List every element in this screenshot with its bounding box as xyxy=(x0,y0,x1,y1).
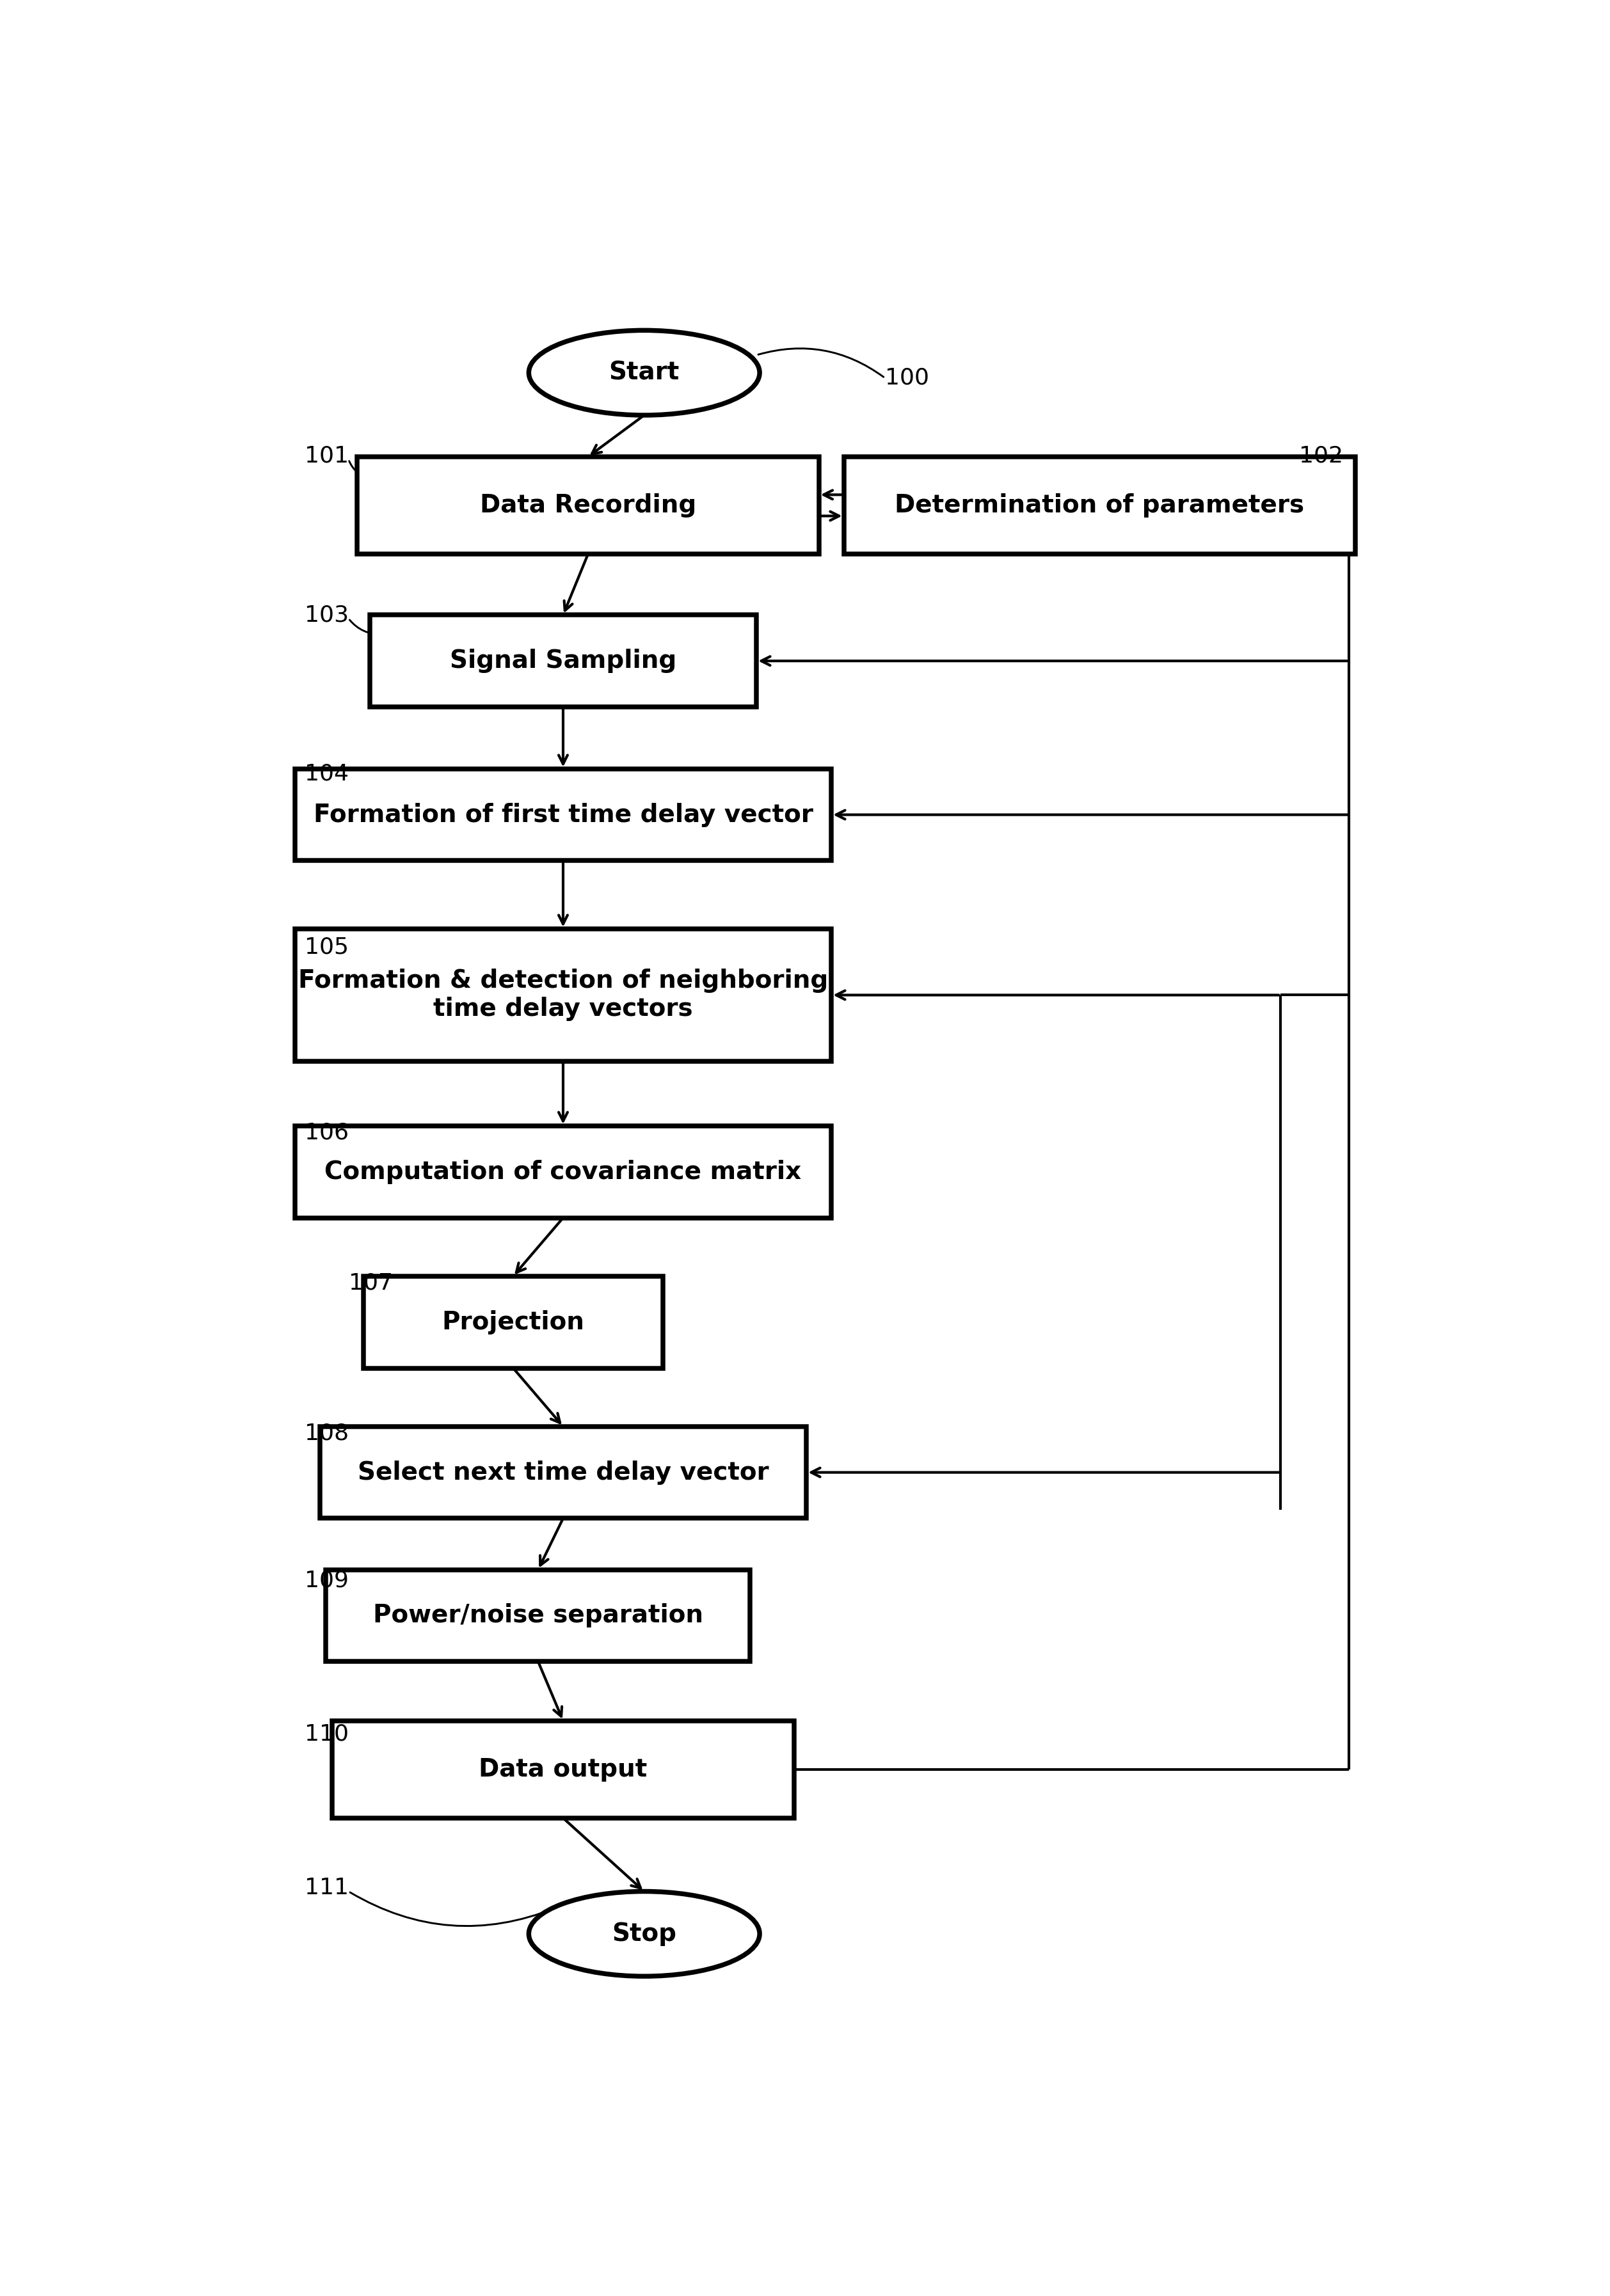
Text: 102: 102 xyxy=(1299,445,1343,466)
Text: 106: 106 xyxy=(304,1123,349,1143)
Text: Power/noise separation: Power/noise separation xyxy=(374,1603,704,1628)
Text: 107: 107 xyxy=(348,1272,393,1295)
Ellipse shape xyxy=(528,1892,760,1977)
FancyBboxPatch shape xyxy=(295,1125,831,1217)
Text: 108: 108 xyxy=(304,1424,349,1444)
Text: 100: 100 xyxy=(886,367,929,388)
FancyBboxPatch shape xyxy=(357,457,819,553)
FancyBboxPatch shape xyxy=(364,1277,663,1368)
FancyBboxPatch shape xyxy=(332,1720,794,1818)
Text: Select next time delay vector: Select next time delay vector xyxy=(357,1460,768,1486)
FancyBboxPatch shape xyxy=(295,930,831,1061)
Text: 105: 105 xyxy=(304,937,349,957)
FancyBboxPatch shape xyxy=(370,615,757,707)
Text: Start: Start xyxy=(609,360,679,386)
FancyBboxPatch shape xyxy=(325,1570,750,1662)
Text: 103: 103 xyxy=(304,604,349,627)
Text: Determination of parameters: Determination of parameters xyxy=(895,494,1304,517)
Text: Formation & detection of neighboring
time delay vectors: Formation & detection of neighboring tim… xyxy=(298,969,828,1022)
Text: Projection: Projection xyxy=(441,1311,584,1334)
Text: 109: 109 xyxy=(304,1570,349,1591)
Text: 111: 111 xyxy=(304,1878,349,1899)
FancyBboxPatch shape xyxy=(844,457,1356,553)
Text: Formation of first time delay vector: Formation of first time delay vector xyxy=(314,804,813,827)
Ellipse shape xyxy=(528,331,760,416)
Text: 110: 110 xyxy=(304,1724,349,1745)
FancyBboxPatch shape xyxy=(295,769,831,861)
Text: 104: 104 xyxy=(304,762,349,785)
Text: Signal Sampling: Signal Sampling xyxy=(449,650,676,673)
Text: Data output: Data output xyxy=(478,1756,647,1782)
Text: Computation of covariance matrix: Computation of covariance matrix xyxy=(325,1159,802,1185)
FancyBboxPatch shape xyxy=(320,1426,807,1518)
Text: Data Recording: Data Recording xyxy=(480,494,696,517)
Text: 101: 101 xyxy=(304,445,349,466)
Text: Stop: Stop xyxy=(612,1922,676,1947)
